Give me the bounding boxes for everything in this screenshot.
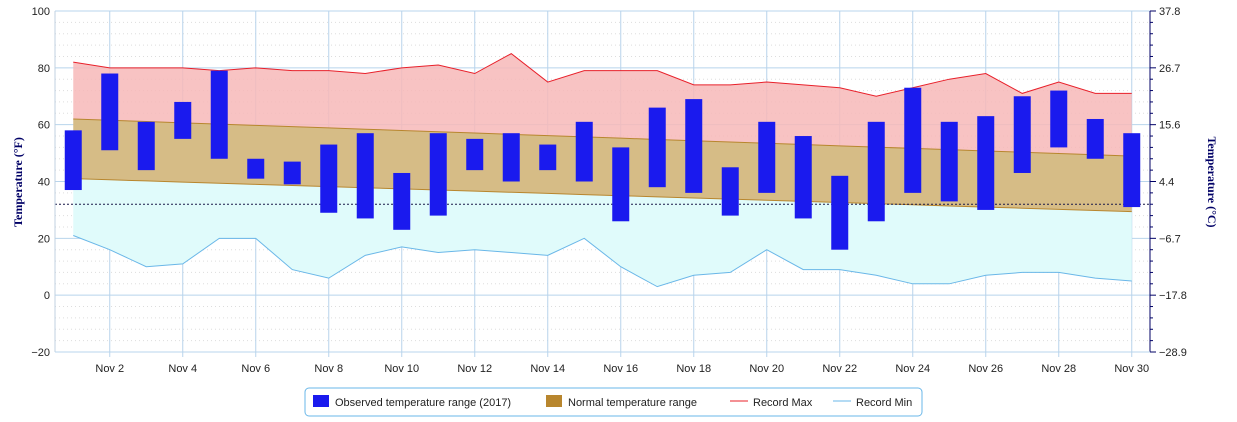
x-tick-label: Nov 28 — [1041, 363, 1076, 375]
record-min-band — [73, 178, 1132, 287]
legend-label-record-min: Record Min — [856, 397, 912, 409]
bands — [73, 53, 1132, 287]
legend-label-observed: Observed temperature range (2017) — [335, 397, 511, 409]
observed-bar — [64, 130, 82, 191]
x-tick-label: Nov 26 — [968, 363, 1003, 375]
observed-bar — [831, 175, 849, 250]
observed-bar — [1013, 96, 1031, 173]
y-tick-label-right: 37.8 — [1159, 6, 1180, 18]
y-tick-label-right: −6.7 — [1159, 233, 1181, 245]
normal-range-band — [73, 118, 1132, 212]
axes: −20 0 20 40 60 80 100 37.8 26.7 15.6 4.4 −6.7 −17.8 −… — [31, 6, 1187, 375]
x-tick-label: Nov 8 — [314, 363, 343, 375]
x-tick-label: Nov 6 — [241, 363, 270, 375]
legend-swatch-normal — [546, 395, 562, 407]
legend-item-normal[interactable]: Normal temperature range — [546, 395, 697, 409]
observed-bar — [977, 116, 995, 210]
observed-bar — [247, 158, 265, 179]
observed-bar — [1050, 90, 1068, 148]
x-tick-label: Nov 16 — [603, 363, 638, 375]
observed-bar — [210, 70, 228, 159]
observed-bar — [685, 99, 703, 193]
normal-low-edge — [73, 178, 1132, 213]
x-tick-label: Nov 22 — [822, 363, 857, 375]
observed-bar — [940, 121, 958, 202]
legend-swatch-observed — [313, 395, 329, 407]
observed-bars — [64, 70, 1141, 250]
observed-bar — [429, 133, 447, 216]
observed-bar — [466, 138, 484, 171]
observed-bar — [539, 144, 557, 171]
y-tick-label-right: −28.9 — [1159, 347, 1187, 359]
observed-bar — [283, 161, 301, 185]
y-tick-label-right: 15.6 — [1159, 120, 1180, 132]
y-tick-label-right: −17.8 — [1159, 290, 1187, 302]
observed-bar — [721, 167, 739, 216]
observed-bar — [502, 133, 520, 182]
legend-label-normal: Normal temperature range — [568, 397, 697, 409]
legend: Observed temperature range (2017) Normal… — [304, 387, 923, 417]
x-tick-label: Nov 20 — [749, 363, 784, 375]
x-tick-label: Nov 4 — [168, 363, 197, 375]
y-axis-title-right: Temperature (°C) — [1205, 136, 1219, 227]
observed-bar — [320, 144, 338, 213]
x-tick-label: Nov 18 — [676, 363, 711, 375]
record-max-line — [73, 53, 1132, 97]
observed-bar — [174, 101, 192, 139]
observed-bar — [794, 136, 812, 219]
y-tick-label-left: 40 — [38, 177, 50, 189]
x-tick-label: Nov 2 — [95, 363, 124, 375]
x-tick-label: Nov 10 — [384, 363, 419, 375]
y-tick-label-right: 26.7 — [1159, 63, 1180, 75]
observed-bar — [393, 172, 411, 230]
legend-item-observed[interactable]: Observed temperature range (2017) — [313, 395, 511, 409]
x-tick-label: Nov 24 — [895, 363, 930, 375]
observed-bar — [1086, 118, 1104, 159]
record-max-band — [73, 53, 1132, 157]
observed-bar — [137, 121, 155, 171]
record-min-line — [73, 235, 1132, 288]
observed-bar — [1123, 133, 1141, 208]
legend-box — [304, 387, 923, 417]
legend-item-record-min[interactable]: Record Min — [833, 397, 912, 409]
record-lines — [55, 53, 1150, 288]
observed-bar — [575, 121, 593, 182]
legend-label-record-max: Record Max — [753, 397, 813, 409]
y-tick-label-left: 60 — [38, 120, 50, 132]
x-tick-label: Nov 12 — [457, 363, 492, 375]
y-tick-label-right: 4.4 — [1159, 177, 1174, 189]
observed-bar — [101, 73, 119, 151]
observed-bar — [758, 121, 776, 193]
observed-bar — [612, 147, 630, 222]
y-tick-label-left: 20 — [38, 233, 50, 245]
y-tick-label-left: 80 — [38, 63, 50, 75]
y-tick-label-left: −20 — [31, 347, 50, 359]
observed-bar — [867, 121, 885, 222]
y-tick-label-left: 0 — [44, 290, 50, 302]
y-tick-label-left: 100 — [32, 6, 50, 18]
y-axis-title-left: Temperature (°F) — [11, 137, 25, 227]
x-tick-label: Nov 14 — [530, 363, 565, 375]
observed-bar — [356, 133, 374, 219]
observed-bar — [904, 87, 922, 193]
x-tick-label: Nov 30 — [1114, 363, 1149, 375]
observed-bar — [648, 107, 666, 188]
legend-item-record-max[interactable]: Record Max — [730, 397, 813, 409]
